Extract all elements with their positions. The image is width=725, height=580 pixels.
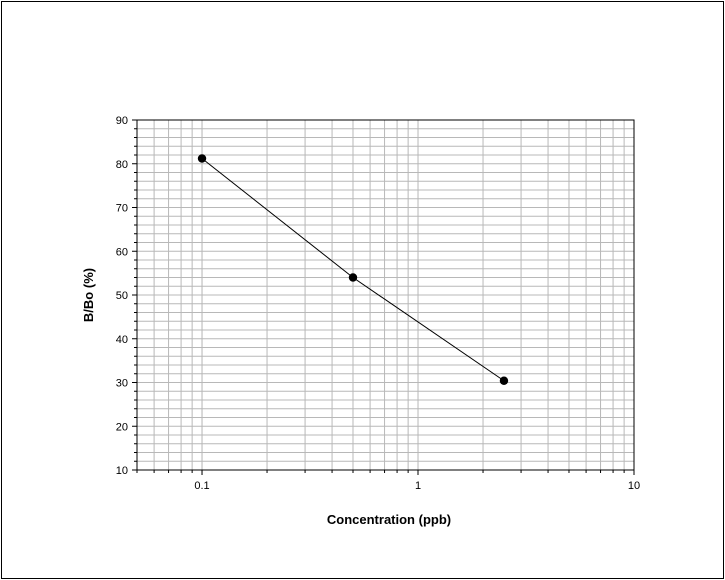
- y-tick-label: 70: [116, 203, 128, 215]
- y-axis-title: B/Bo (%): [81, 268, 96, 322]
- axes: [132, 119, 635, 475]
- data-point: [197, 154, 207, 163]
- y-tick-label: 10: [116, 465, 128, 477]
- series: [197, 154, 509, 385]
- y-tick-label: 30: [116, 378, 128, 390]
- y-tick-label: 90: [116, 115, 128, 127]
- data-point: [499, 376, 509, 385]
- grid: [136, 119, 635, 471]
- y-tick-label: 40: [116, 334, 128, 346]
- y-tick-label: 20: [116, 421, 128, 433]
- data-point: [348, 273, 358, 282]
- tick-labels: 10 20 30 40 50 60 70 80 90 0.1 1 10: [116, 115, 640, 492]
- y-tick-label: 60: [116, 246, 128, 258]
- x-tick-label: 0.1: [194, 480, 209, 492]
- x-axis-title: Concentration (ppb): [327, 512, 451, 527]
- x-tick-label: 10: [628, 480, 640, 492]
- x-tick-label: 1: [415, 480, 421, 492]
- y-tick-label: 50: [116, 290, 128, 302]
- plot-area-border: [136, 119, 635, 471]
- y-tick-label: 80: [116, 159, 128, 171]
